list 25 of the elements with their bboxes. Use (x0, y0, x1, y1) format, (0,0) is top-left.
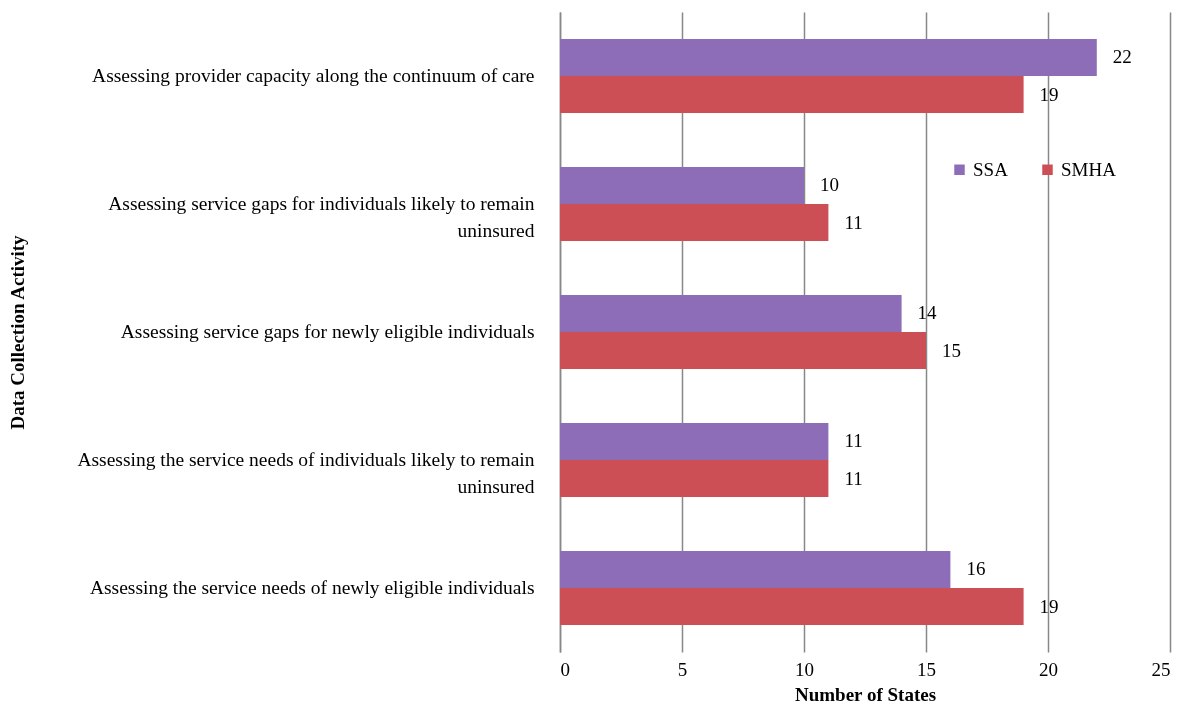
data-label: 14 (917, 302, 938, 324)
legend-label: SMHA (1061, 158, 1117, 180)
x-axis-title: Number of States (794, 683, 937, 705)
x-tick-label: 25 (1151, 658, 1171, 680)
y-axis-title: Data Collection Activity (6, 234, 28, 430)
y-tick-label: Assessing service gaps for individuals likely to remain uninsured (108, 193, 535, 241)
x-tick-label: 10 (795, 658, 814, 680)
y-tick-label: Assessing the service needs of newly eligible individuals (89, 577, 535, 598)
data-label: 19 (1039, 595, 1059, 617)
legend-label: SSA (973, 158, 1009, 180)
data-label: 11 (844, 430, 863, 452)
y-tick-label: Assessing provider capacity along the continuum of care (92, 65, 535, 86)
y-tick-label: Assessing the service needs of individuals likely to remain uninsured (77, 449, 535, 497)
data-label: 15 (942, 339, 961, 361)
data-label: 11 (844, 467, 863, 489)
y-tick-label: Assessing service gaps for newly eligible individuals (120, 321, 535, 342)
x-tick-label: 5 (677, 658, 688, 680)
x-tick-label: 20 (1039, 658, 1058, 680)
data-label: 10 (820, 174, 839, 196)
data-label: 19 (1039, 83, 1059, 105)
x-tick-label: 15 (917, 658, 936, 680)
data-label: 16 (966, 558, 986, 580)
data-label: 11 (844, 211, 863, 233)
data-label: 22 (1112, 46, 1132, 68)
x-tick-label: 0 (560, 658, 570, 680)
